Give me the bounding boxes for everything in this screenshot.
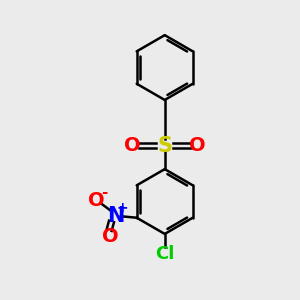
Text: O: O <box>124 136 141 155</box>
Text: Cl: Cl <box>155 245 174 263</box>
Text: -: - <box>101 185 108 200</box>
Text: N: N <box>107 206 124 226</box>
Text: O: O <box>102 227 119 246</box>
Text: O: O <box>88 190 105 210</box>
Text: S: S <box>157 136 172 156</box>
Text: +: + <box>116 201 128 215</box>
Text: O: O <box>189 136 206 155</box>
